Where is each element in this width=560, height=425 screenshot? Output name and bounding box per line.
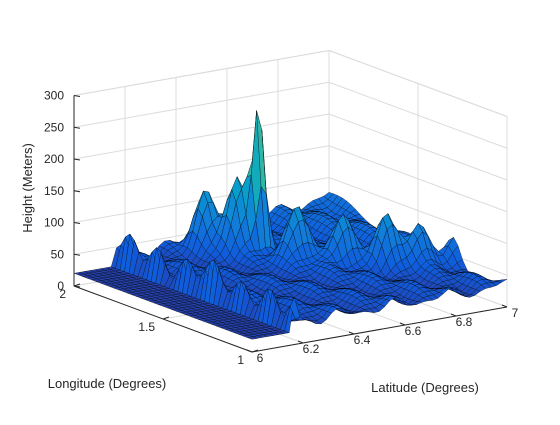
x-tick-label: 6.2 [303, 342, 320, 356]
z-tick-label: 0 [57, 279, 64, 293]
z-tick-label: 100 [44, 216, 64, 230]
y-axis-label: Longitude (Degrees) [48, 376, 167, 391]
x-tick-label: 7 [512, 306, 519, 320]
z-tick-label: 150 [44, 184, 64, 198]
x-tick-label: 6.6 [405, 324, 422, 338]
surface [74, 111, 507, 340]
x-tick-mark [247, 350, 252, 352]
z-tick-label: 250 [44, 120, 64, 134]
z-tick-mark [74, 254, 80, 255]
z-tick-mark [74, 159, 80, 160]
z-tick-label: 300 [44, 89, 64, 103]
y-tick-label: 1 [237, 353, 244, 367]
x-axis-label: Latitude (Degrees) [371, 380, 479, 395]
z-tick-mark [74, 223, 80, 224]
z-tick-mark [74, 191, 80, 192]
x-tick-mark [502, 305, 507, 307]
z-tick-label: 50 [51, 247, 65, 261]
z-tick-mark [74, 127, 80, 128]
x-tick-label: 6.8 [456, 315, 473, 329]
x-tick-label: 6.4 [354, 333, 371, 347]
z-tick-mark [74, 96, 80, 97]
x-tick-label: 6 [257, 351, 264, 365]
z-axis-label: Height (Meters) [20, 143, 35, 233]
z-tick-label: 200 [44, 152, 64, 166]
y-tick-label: 1.5 [138, 320, 155, 334]
